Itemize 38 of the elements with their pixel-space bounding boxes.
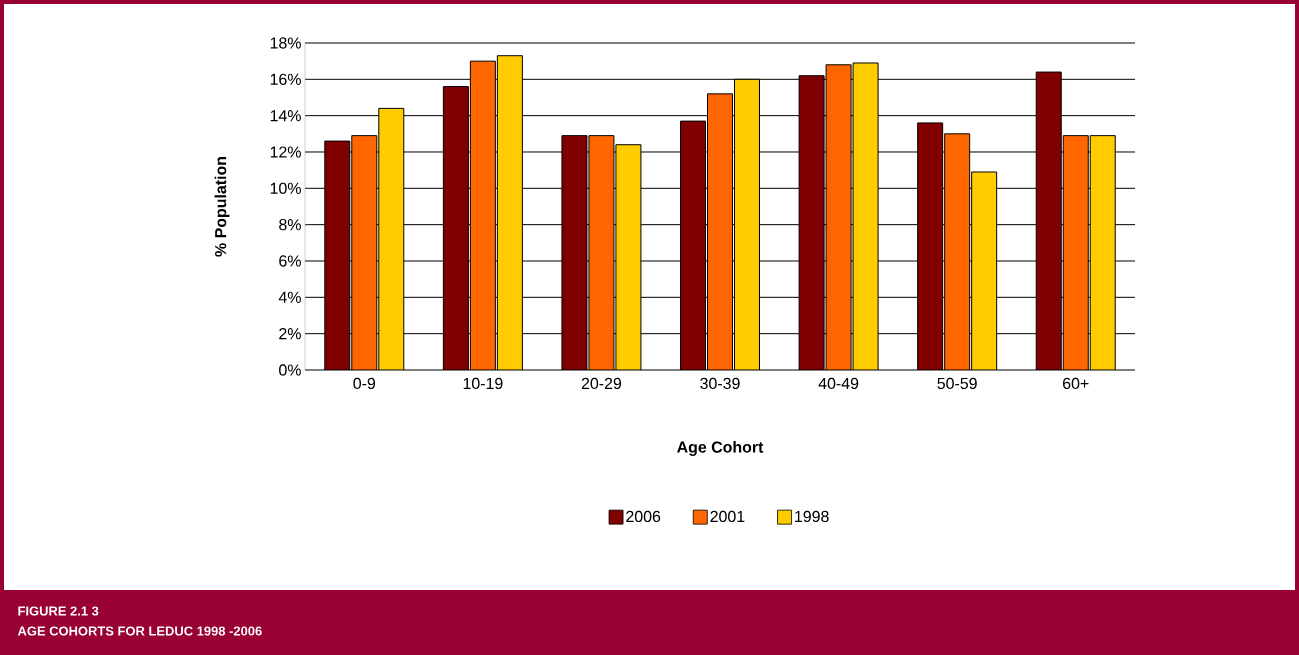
bar: [707, 93, 734, 370]
bar: [944, 133, 971, 370]
y-tick-label: 0%: [279, 364, 301, 376]
y-tick-label: 18%: [270, 37, 301, 49]
text: AGE COHORTS FOR LEDUC 1998 -2006: [17, 626, 262, 636]
y-axis-title: % Population: [214, 157, 230, 257]
legend-label: 1998: [795, 510, 829, 523]
bar: [1062, 135, 1089, 370]
bar: [351, 135, 378, 370]
bar: [825, 64, 852, 370]
x-tick-label: 0-9: [353, 377, 376, 390]
y-tick-label: 8%: [279, 219, 301, 231]
bar: [680, 120, 707, 370]
bar: [798, 75, 825, 370]
bar: [561, 135, 588, 370]
y-tick-label: 12%: [270, 146, 301, 158]
x-tick-label: 60+: [1063, 377, 1089, 390]
bar: [442, 86, 469, 370]
bar: [469, 60, 496, 370]
y-tick-label: 14%: [270, 110, 301, 122]
bar: [917, 122, 944, 370]
y-tick-label: 6%: [279, 255, 301, 267]
bar: [588, 135, 615, 370]
x-axis-title: Age Cohort: [677, 441, 764, 456]
legend-label: 2006: [626, 510, 661, 523]
x-tick-label: 50-59: [937, 377, 977, 390]
text: FIGURE 2.1 3: [18, 606, 99, 616]
y-tick-label: 4%: [278, 291, 301, 303]
bar: [324, 140, 351, 370]
x-tick-label: 20-29: [581, 377, 622, 390]
y-tick-label: 2%: [279, 328, 301, 340]
x-tick-label: 10-19: [463, 377, 503, 390]
x-tick-label: 30-39: [700, 377, 740, 390]
y-tick-label: 10%: [270, 182, 301, 194]
legend-label: 2001: [710, 510, 745, 523]
bar: [1035, 71, 1062, 370]
x-tick-label: 40-49: [818, 377, 859, 390]
y-tick-label: 16%: [270, 73, 301, 85]
